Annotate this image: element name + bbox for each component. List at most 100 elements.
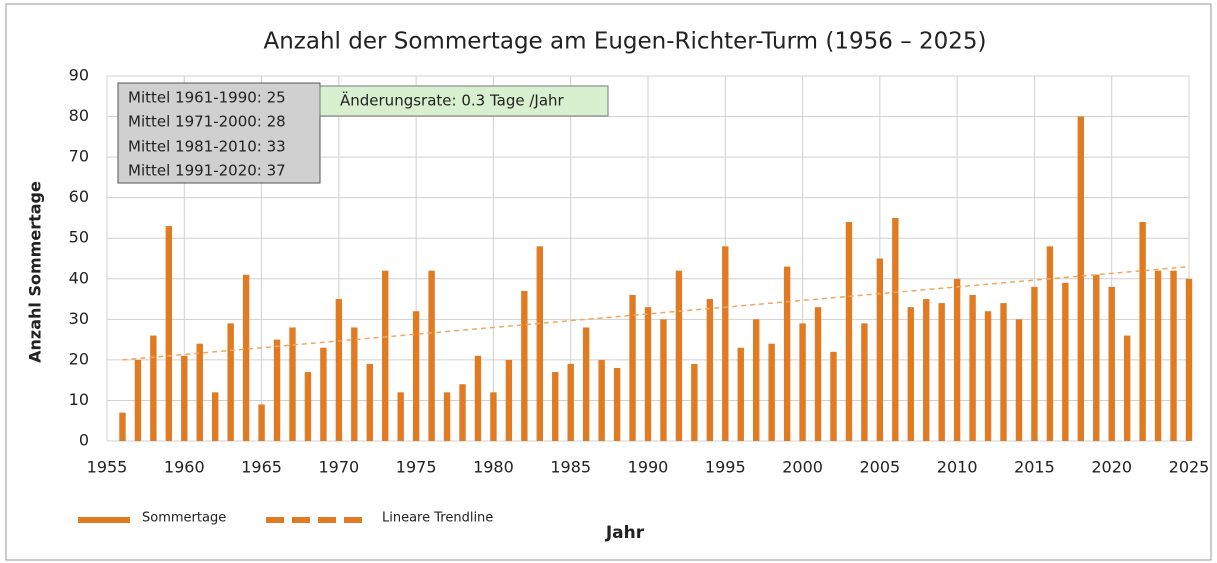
bar: [768, 343, 775, 441]
bar: [304, 372, 312, 441]
bar: [1139, 222, 1146, 441]
bar: [861, 323, 868, 441]
x-tick-label: 2015: [1014, 458, 1055, 477]
bar: [567, 363, 574, 441]
bar: [335, 299, 343, 441]
bar: [923, 299, 930, 441]
bar: [691, 363, 698, 441]
bar: [907, 307, 914, 441]
bar: [753, 319, 760, 441]
y-tick-label: 50: [69, 228, 89, 247]
x-tick-label: 1970: [318, 458, 359, 477]
x-tick-label: 1965: [241, 458, 282, 477]
bar: [1108, 286, 1115, 441]
rate-box: [319, 85, 609, 117]
bar: [273, 339, 281, 441]
bar: [490, 392, 497, 441]
bar: [521, 290, 528, 441]
bar: [1015, 319, 1023, 441]
bar: [1093, 274, 1100, 441]
x-tick-label: 1975: [396, 458, 437, 477]
bar: [1031, 286, 1038, 441]
x-tick-label: 2005: [859, 458, 900, 477]
y-tick-label: 30: [69, 309, 89, 328]
y-tick-label: 20: [69, 349, 89, 368]
x-tick-label: 1985: [550, 458, 591, 477]
annotation: Mittel 1991-2020: 37: [128, 162, 286, 180]
bar: [412, 311, 420, 441]
bar: [1062, 282, 1069, 441]
bar: [165, 226, 173, 441]
x-tick-label: 1990: [628, 458, 669, 477]
trend-line: [122, 265, 1190, 361]
bar: [1170, 270, 1177, 441]
bar: [196, 343, 203, 441]
y-tick-label: 60: [69, 187, 89, 206]
bar: [366, 363, 373, 441]
legend-label: Lineare Trendline: [382, 511, 493, 526]
y-tick-label: 40: [69, 268, 89, 287]
bar: [969, 295, 976, 441]
annotation: Mittel 1961-1990: 25: [128, 89, 286, 107]
bar: [242, 274, 250, 441]
bar: [722, 246, 729, 441]
x-tick-label: 1995: [705, 458, 746, 477]
bar: [613, 368, 621, 441]
bar: [150, 335, 157, 441]
marks: [119, 116, 1193, 442]
bar: [1123, 335, 1131, 441]
bar: [1046, 246, 1054, 441]
means-box: [117, 82, 321, 184]
y-tick-label: 0: [79, 431, 89, 450]
bar: [536, 246, 543, 441]
x-tick-label: 1955: [87, 458, 128, 477]
bar: [737, 347, 744, 441]
bar: [134, 359, 142, 441]
bar: [706, 299, 714, 441]
bar: [953, 278, 961, 441]
bar: [1185, 278, 1193, 441]
chart-title: Anzahl der Sommertage am Eugen-Richter-T…: [263, 29, 986, 55]
bar: [505, 359, 513, 441]
annotation: Mittel 1981-2010: 33: [128, 138, 286, 156]
bar: [814, 307, 822, 441]
bar: [320, 347, 327, 441]
bar: [660, 319, 667, 441]
bar: [783, 266, 791, 441]
bar: [382, 270, 389, 441]
bar: [428, 270, 435, 441]
bar: [644, 307, 652, 441]
bar: [675, 270, 683, 441]
bar: [830, 351, 837, 441]
y-tick-label: 90: [69, 66, 89, 85]
bar: [845, 222, 853, 441]
bar: [474, 355, 482, 441]
bar: [289, 327, 296, 441]
bar: [582, 327, 590, 441]
bar: [629, 295, 636, 441]
bar: [397, 392, 404, 441]
bar: [351, 327, 358, 441]
y-tick-label: 10: [69, 390, 89, 409]
bar: [1000, 303, 1007, 441]
bar: [181, 355, 188, 441]
x-tick-label: 2025: [1169, 458, 1210, 477]
bar: [799, 323, 806, 441]
bar: [938, 303, 945, 441]
bar: [876, 258, 884, 441]
x-tick-label: 1980: [473, 458, 514, 477]
bar: [443, 392, 451, 441]
bar: [1077, 116, 1084, 442]
x-axis-label: Jahr: [605, 523, 645, 543]
bar: [892, 217, 899, 441]
y-axis-label: Anzahl Sommertage: [26, 181, 45, 363]
x-tick-label: 2000: [782, 458, 823, 477]
bar: [258, 404, 265, 441]
bar: [227, 323, 234, 441]
annotation: Änderungsrate: 0.3 Tage /Jahr: [340, 91, 565, 110]
bar: [212, 392, 219, 441]
legend-label: Sommertage: [142, 511, 226, 526]
x-tick-label: 2010: [937, 458, 978, 477]
y-tick-label: 80: [69, 106, 89, 125]
